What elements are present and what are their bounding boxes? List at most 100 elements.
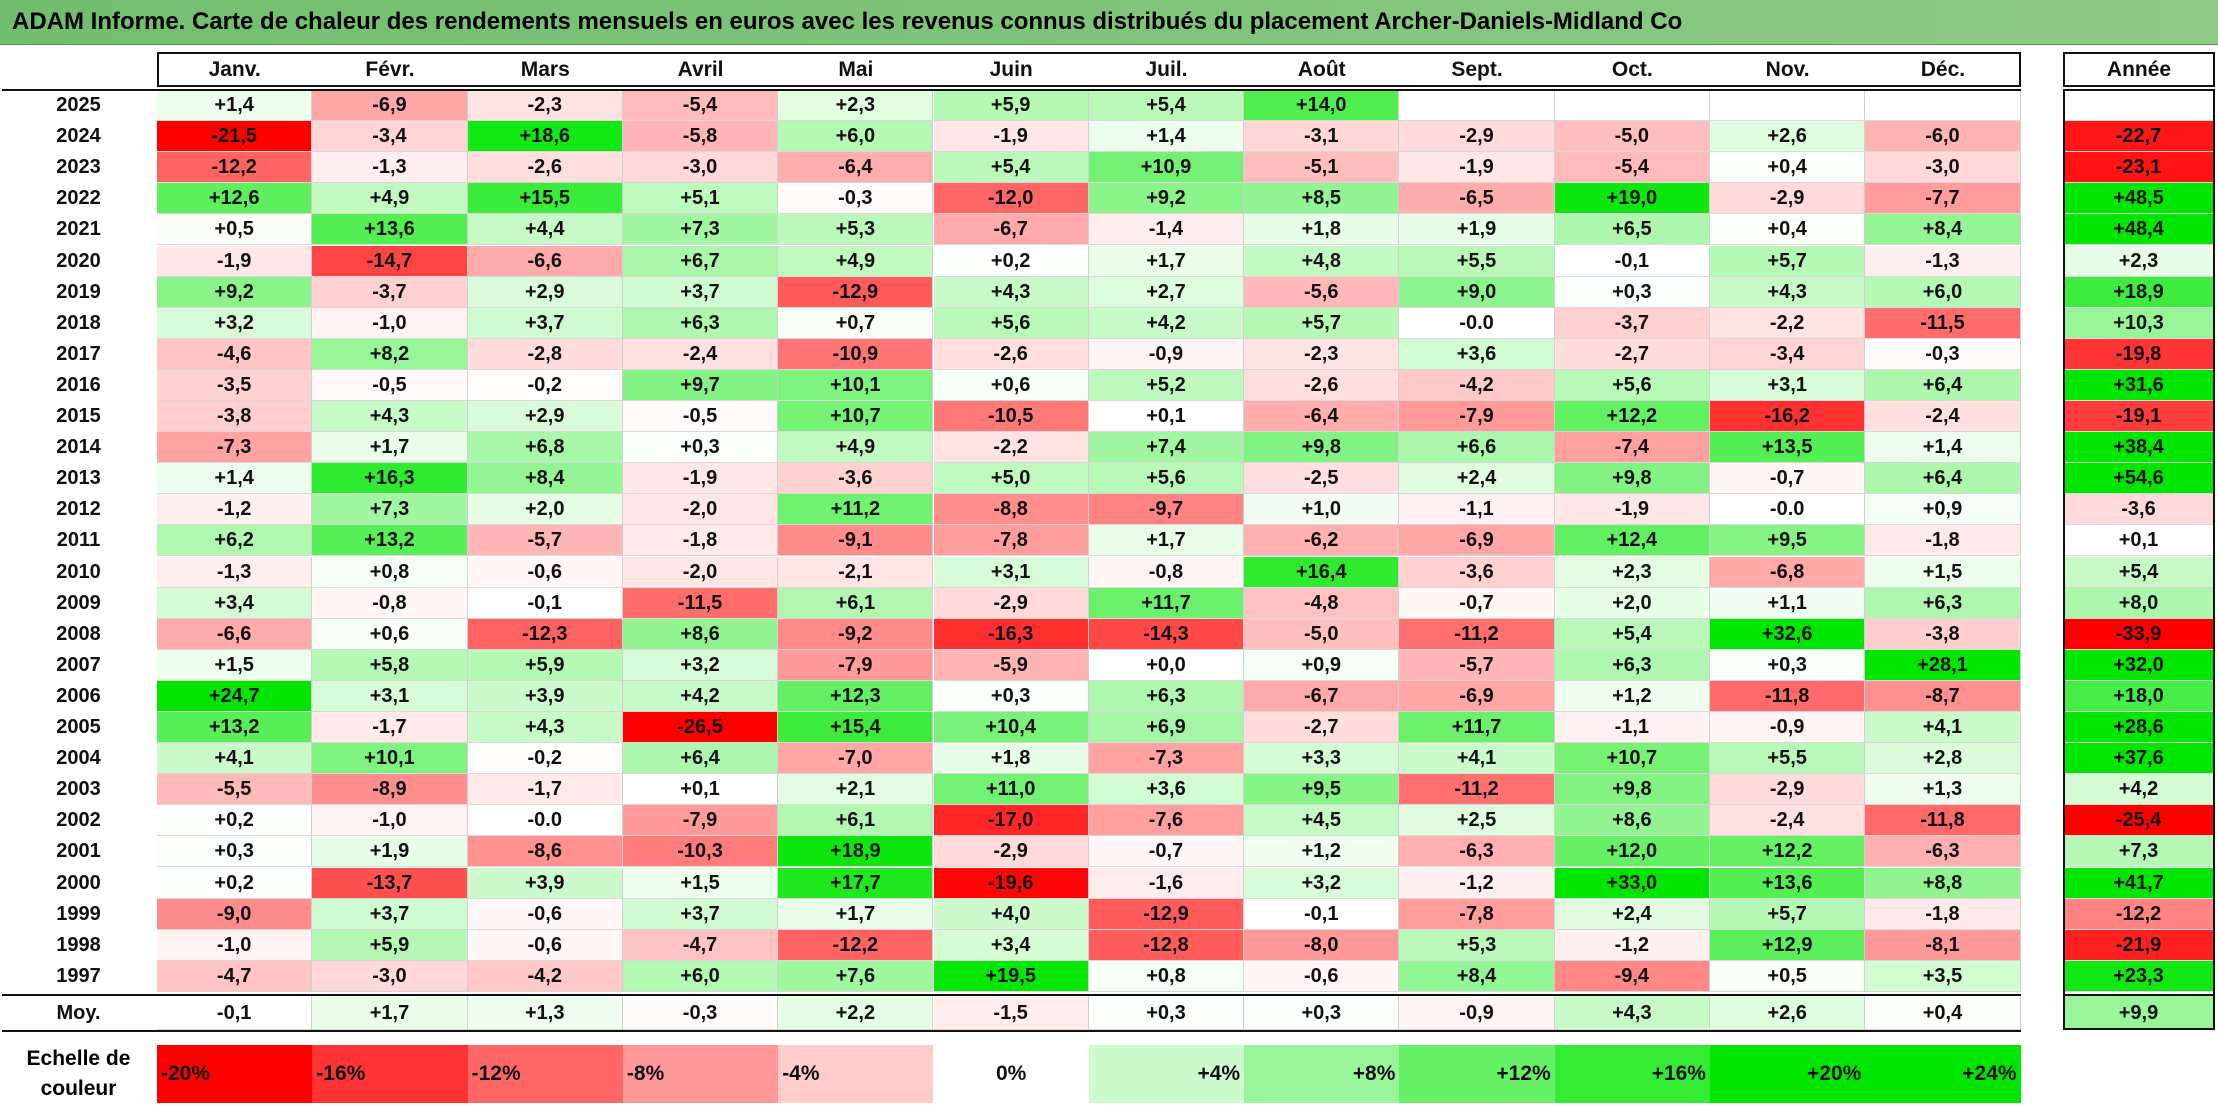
heatmap-cell: +2,0 bbox=[467, 494, 623, 526]
heatmap-cell: -21,5 bbox=[157, 121, 313, 153]
heatmap-cell: +10,9 bbox=[1088, 152, 1245, 184]
heatmap-cell: +2,4 bbox=[1554, 898, 1710, 930]
heatmap-cell: +3,3 bbox=[1244, 743, 1400, 775]
year-label: 1997 bbox=[56, 964, 101, 987]
heatmap-cell: +3,6 bbox=[1399, 338, 1555, 370]
heatmap-cell: -6,4 bbox=[778, 152, 934, 184]
heatmap-cell: +7,3 bbox=[312, 494, 468, 526]
heatmap-cell: +13,2 bbox=[157, 712, 313, 744]
heatmap-cell: -2,4 bbox=[1710, 805, 1866, 837]
column-header: Mai bbox=[838, 58, 874, 81]
heatmap-cell: -5,4 bbox=[622, 90, 779, 122]
column-header: Juil. bbox=[1145, 58, 1188, 81]
heatmap-cell: -2,7 bbox=[1244, 712, 1400, 744]
heatmap-cell: +5,6 bbox=[1554, 369, 1710, 401]
annual-cell: +23,3 bbox=[2063, 960, 2215, 992]
heatmap-cell: +2,9 bbox=[467, 276, 623, 308]
heatmap-cell: -0,1 bbox=[467, 587, 623, 619]
heatmap-cell: +4,9 bbox=[778, 432, 934, 464]
heatmap-cell: -0,6 bbox=[467, 929, 623, 961]
heatmap-cell: +2,9 bbox=[467, 401, 623, 433]
heatmap-cell: +3,2 bbox=[622, 649, 779, 681]
heatmap-cell: -1,9 bbox=[622, 463, 779, 495]
annual-cell: +2,3 bbox=[2063, 245, 2215, 277]
heatmap-cell: +8,6 bbox=[622, 618, 779, 650]
heatmap-cell: +5,4 bbox=[1088, 90, 1245, 122]
heatmap-cell: +1,5 bbox=[1865, 556, 2021, 588]
heatmap-cell: -1,8 bbox=[1865, 525, 2021, 557]
heatmap-cell: -0,7 bbox=[1088, 836, 1245, 868]
heatmap-cell: -9,7 bbox=[1088, 494, 1245, 526]
year-label: 1999 bbox=[56, 902, 101, 925]
heatmap-cell: +5,7 bbox=[1710, 898, 1866, 930]
annual-cell: +8,0 bbox=[2063, 587, 2215, 619]
column-header: Sept. bbox=[1451, 58, 1503, 81]
heatmap-cell: +1,8 bbox=[1244, 214, 1400, 246]
heatmap-cell: -0.0 bbox=[467, 805, 623, 837]
heatmap-cell: -2,7 bbox=[1554, 338, 1710, 370]
heatmap-cell: +0,6 bbox=[312, 618, 468, 650]
heatmap-cell: +4,3 bbox=[1710, 276, 1866, 308]
heatmap-cell: +0,9 bbox=[1865, 494, 2021, 526]
year-label: 2001 bbox=[56, 840, 101, 863]
heatmap-cell: -7,3 bbox=[157, 432, 313, 464]
heatmap-cell: +0,6 bbox=[933, 369, 1089, 401]
heatmap-cell: -4,2 bbox=[1399, 369, 1555, 401]
color-scale-stop: +12% bbox=[1399, 1045, 1555, 1103]
heatmap-cell: -1,2 bbox=[1554, 929, 1710, 961]
heatmap-cell: +1,4 bbox=[157, 463, 313, 495]
heatmap-cell: -4,8 bbox=[1244, 587, 1400, 619]
heatmap-cell: +0,2 bbox=[933, 245, 1089, 277]
annual-cell: +10,3 bbox=[2063, 307, 2215, 339]
heatmap-cell: +2,3 bbox=[1554, 556, 1710, 588]
heatmap-cell: +5,3 bbox=[1399, 929, 1555, 961]
heatmap-cell: -1,1 bbox=[1399, 494, 1555, 526]
heatmap-cell: -4,6 bbox=[157, 338, 313, 370]
heatmap-cell: +13,2 bbox=[312, 525, 468, 557]
heatmap-cell: +33,0 bbox=[1554, 867, 1710, 899]
heatmap-cell: +1,2 bbox=[1554, 680, 1710, 712]
year-label: 2003 bbox=[56, 778, 101, 801]
average-bottom-line bbox=[2, 1029, 2021, 1032]
heatmap-cell: -7,8 bbox=[933, 525, 1089, 557]
heatmap-cell: -2,9 bbox=[933, 587, 1089, 619]
annual-cell: +37,6 bbox=[2063, 743, 2215, 775]
heatmap-cell: -5,4 bbox=[1554, 152, 1710, 184]
heatmap-cell: +6,4 bbox=[622, 743, 779, 775]
heatmap-cell: +19,5 bbox=[933, 960, 1089, 992]
heatmap-cell: +8,6 bbox=[1554, 805, 1710, 837]
heatmap-cell: +17,7 bbox=[778, 867, 934, 899]
heatmap-cell: -2,2 bbox=[933, 432, 1089, 464]
average-cell: +2,6 bbox=[1710, 995, 1866, 1030]
heatmap-cell: +6,6 bbox=[1399, 432, 1555, 464]
average-annual-cell: +9,9 bbox=[2063, 995, 2215, 1030]
annual-cell: +48,5 bbox=[2063, 183, 2215, 215]
heatmap-cell: +5,4 bbox=[1554, 618, 1710, 650]
heatmap-cell: +3,4 bbox=[157, 587, 313, 619]
heatmap-cell: +0,0 bbox=[1088, 649, 1245, 681]
heatmap-cell: +32,6 bbox=[1710, 618, 1866, 650]
heatmap-cell: -16,2 bbox=[1710, 401, 1866, 433]
heatmap-cell: +0,8 bbox=[1088, 960, 1245, 992]
heatmap-cell: +15,5 bbox=[467, 183, 623, 215]
heatmap-cell: +1,2 bbox=[1244, 836, 1400, 868]
heatmap-cell: -6,0 bbox=[1865, 121, 2021, 153]
heatmap-cell: +5,9 bbox=[467, 649, 623, 681]
heatmap-cell: -6,8 bbox=[1710, 556, 1866, 588]
heatmap-cell: +12,2 bbox=[1554, 401, 1710, 433]
heatmap-cell: -4,7 bbox=[622, 929, 779, 961]
heatmap-cell: -2,3 bbox=[1244, 338, 1400, 370]
color-scale-stop: 0% bbox=[933, 1045, 1089, 1103]
heatmap-cell: -0,6 bbox=[467, 898, 623, 930]
heatmap-cell: +11,7 bbox=[1399, 712, 1555, 744]
heatmap-cell: +1,4 bbox=[1088, 121, 1245, 153]
heatmap-cell: +3,5 bbox=[1865, 960, 2021, 992]
heatmap-cell: -5,9 bbox=[933, 649, 1089, 681]
heatmap-cell: +2,4 bbox=[1399, 463, 1555, 495]
heatmap-cell: +3,6 bbox=[1088, 774, 1245, 806]
heatmap-cell: -9,0 bbox=[157, 898, 313, 930]
heatmap-cell: +16,4 bbox=[1244, 556, 1400, 588]
heatmap-cell: +2,3 bbox=[778, 90, 934, 122]
heatmap-cell: +1,0 bbox=[1244, 494, 1400, 526]
year-label: 2007 bbox=[56, 653, 101, 676]
